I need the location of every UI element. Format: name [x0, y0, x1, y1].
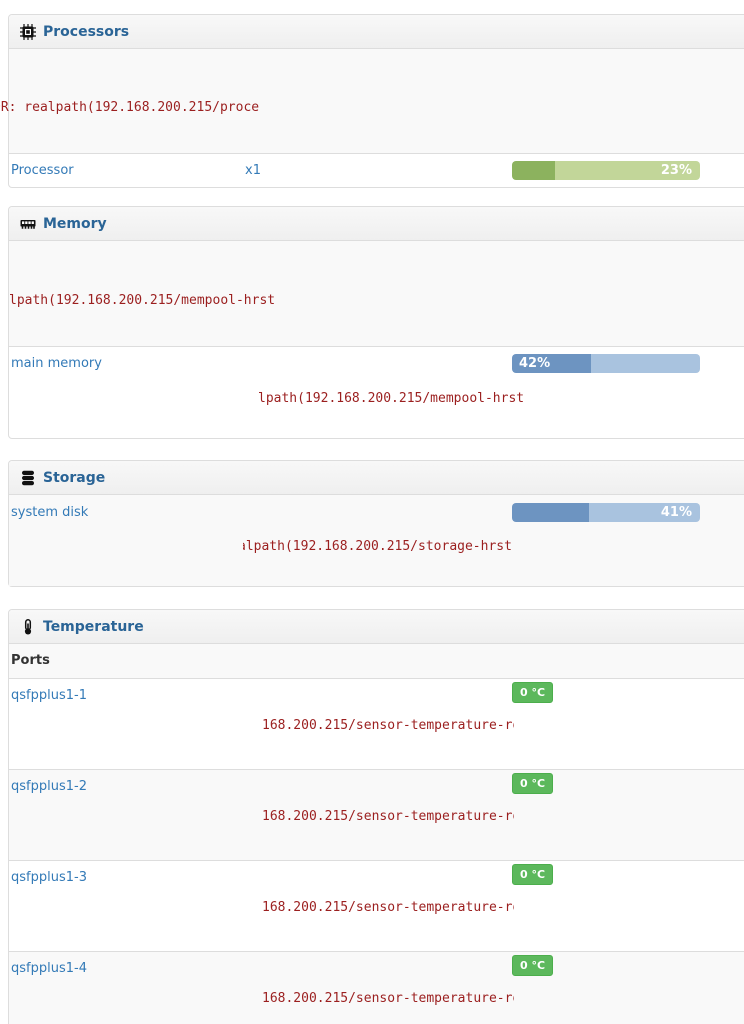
- graph-error-text: 168.200.215/sensor-temperature-rou: [262, 809, 514, 823]
- memory-panel-heading: Memory: [9, 207, 744, 241]
- broken-mini-graph-image: 168.200.215/sensor-temperature-rou: [262, 714, 514, 732]
- table-row: qsfpplus1-4 0 °C 168.200.215/sensor-temp…: [9, 951, 744, 1024]
- panel-storage: Storage system disk 41% alpath(192.168.2…: [8, 460, 744, 587]
- memory-usage-bar: 42%: [512, 354, 700, 373]
- panel-temperature: Temperature Ports qsfpplus1-1 0 °C 168.2…: [8, 609, 744, 1024]
- broken-mini-graph-image: 168.200.215/sensor-temperature-rou: [262, 987, 514, 1005]
- panel-processors: Processors OR: realpath(192.168.200.215/…: [0, 14, 744, 188]
- graph-error-text: lpath(192.168.200.215/mempool-hrst: [258, 391, 525, 405]
- graph-error-text: 168.200.215/sensor-temperature-rou: [262, 718, 514, 732]
- table-row: Processor x1 23%: [9, 153, 744, 187]
- table-row: main memory 42% lpath(192.168.200.215/me…: [9, 346, 744, 438]
- broken-mini-graph-image: 168.200.215/sensor-temperature-rou: [262, 896, 514, 914]
- temperature-badge: 0 °C: [512, 955, 554, 976]
- broken-mini-graph-image: lpath(192.168.200.215/mempool-hrst: [258, 387, 558, 405]
- broken-mini-graph-image: alpath(192.168.200.215/storage-hrst: [243, 535, 524, 553]
- processors-panel-heading: Processors: [9, 15, 744, 49]
- memory-graph-row: lpath(192.168.200.215/mempool-hrst: [9, 241, 744, 346]
- table-row: qsfpplus1-3 0 °C 168.200.215/sensor-temp…: [9, 860, 744, 951]
- cpu-icon: [20, 23, 36, 40]
- port-temp-link[interactable]: qsfpplus1-4: [11, 961, 87, 976]
- broken-mini-graph-image: 168.200.215/sensor-temperature-rou: [262, 805, 514, 823]
- system-disk-link[interactable]: system disk: [11, 505, 89, 520]
- temperature-badge: 0 °C: [512, 773, 554, 794]
- graph-error-text: 168.200.215/sensor-temperature-rou: [262, 991, 514, 1005]
- ports-subheader-row: Ports: [9, 644, 744, 678]
- memory-usage-percent: 42%: [519, 356, 551, 371]
- storage-icon: [20, 470, 36, 486]
- cpu-usage-bar: 23%: [512, 161, 700, 180]
- table-row: system disk 41% alpath(192.168.200.215/s…: [9, 495, 744, 586]
- memory-icon: [20, 216, 36, 232]
- temperature-icon: [20, 618, 36, 635]
- temperature-panel-heading: Temperature: [9, 610, 744, 644]
- processors-graph-row: OR: realpath(192.168.200.215/proce: [0, 49, 744, 153]
- panel-memory: Memory lpath(192.168.200.215/mempool-hrs…: [8, 206, 744, 439]
- panel-title: Memory: [43, 215, 107, 232]
- memory-usage-bar-fill: [512, 354, 591, 373]
- broken-graph-image: OR: realpath(192.168.200.215/proce: [0, 96, 306, 114]
- panel-title: Temperature: [43, 618, 144, 635]
- main-memory-link[interactable]: main memory: [11, 356, 102, 371]
- port-temp-link[interactable]: qsfpplus1-1: [11, 688, 87, 703]
- port-temp-link[interactable]: qsfpplus1-2: [11, 779, 87, 794]
- panel-title: Processors: [43, 23, 130, 40]
- graph-error-text: OR: realpath(192.168.200.215/proce: [0, 100, 260, 114]
- temperature-badge: 0 °C: [512, 682, 554, 703]
- storage-panel-heading: Storage: [9, 461, 744, 495]
- graph-error-text: alpath(192.168.200.215/storage-hrst: [243, 539, 512, 553]
- graph-error-text: lpath(192.168.200.215/mempool-hrst: [9, 293, 276, 307]
- broken-graph-image: lpath(192.168.200.215/mempool-hrst: [9, 289, 315, 307]
- table-row: qsfpplus1-1 0 °C 168.200.215/sensor-temp…: [9, 678, 744, 769]
- storage-usage-bar: 41%: [512, 503, 700, 522]
- cpu-usage-bar-fill: [512, 161, 556, 180]
- temperature-badge: 0 °C: [512, 864, 554, 885]
- storage-usage-percent: 41%: [660, 505, 692, 520]
- storage-usage-bar-fill: [512, 503, 590, 522]
- panel-title: Storage: [43, 469, 106, 486]
- ports-subheader: Ports: [11, 653, 50, 668]
- processor-count: x1: [245, 163, 261, 178]
- graph-error-text: 168.200.215/sensor-temperature-rou: [262, 900, 514, 914]
- port-temp-link[interactable]: qsfpplus1-3: [11, 870, 87, 885]
- cpu-usage-percent: 23%: [660, 163, 692, 178]
- processor-link[interactable]: Processor: [11, 163, 74, 178]
- table-row: qsfpplus1-2 0 °C 168.200.215/sensor-temp…: [9, 769, 744, 860]
